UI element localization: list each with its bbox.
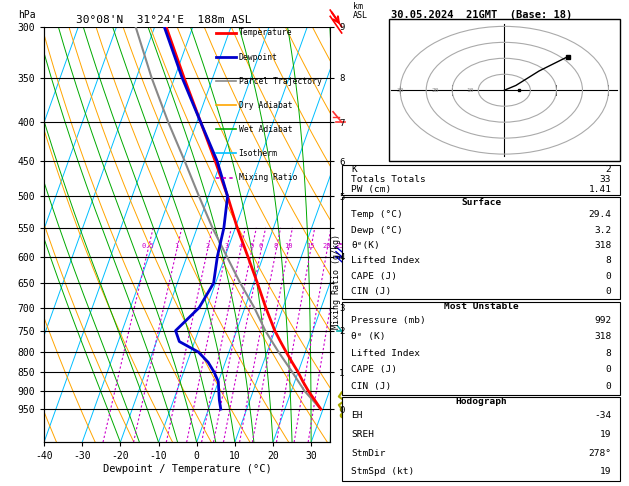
Text: 29.4: 29.4 xyxy=(588,210,611,219)
Text: 2: 2 xyxy=(205,243,209,249)
Text: 3.2: 3.2 xyxy=(594,226,611,235)
Text: km
ASL: km ASL xyxy=(353,2,368,20)
Text: Temperature: Temperature xyxy=(238,29,292,37)
Text: CAPE (J): CAPE (J) xyxy=(351,272,397,281)
Text: 2: 2 xyxy=(606,165,611,174)
Text: 15: 15 xyxy=(306,243,314,249)
Text: 19: 19 xyxy=(600,468,611,476)
Title: 30°08'N  31°24'E  188m ASL: 30°08'N 31°24'E 188m ASL xyxy=(77,15,252,25)
Text: 1.41: 1.41 xyxy=(588,185,611,194)
Text: 20: 20 xyxy=(432,88,439,93)
Text: StmSpd (kt): StmSpd (kt) xyxy=(351,468,415,476)
Text: SREH: SREH xyxy=(351,430,374,439)
Text: Pressure (mb): Pressure (mb) xyxy=(351,315,426,325)
Text: Lifted Index: Lifted Index xyxy=(351,348,420,358)
Text: 278°: 278° xyxy=(588,449,611,458)
Text: Lifted Index: Lifted Index xyxy=(351,256,420,265)
Text: Dewpoint: Dewpoint xyxy=(238,52,277,62)
Text: 992: 992 xyxy=(594,315,611,325)
Text: θᵉ(K): θᵉ(K) xyxy=(351,241,380,250)
Text: Surface: Surface xyxy=(461,198,501,207)
Text: Most Unstable: Most Unstable xyxy=(444,302,518,312)
Text: 5: 5 xyxy=(250,243,253,249)
Text: 25: 25 xyxy=(336,243,344,249)
Text: 0: 0 xyxy=(606,272,611,281)
Text: 20: 20 xyxy=(323,243,331,249)
Text: © weatheronline.co.uk: © weatheronline.co.uk xyxy=(429,474,533,484)
Text: 3: 3 xyxy=(225,243,228,249)
Text: 10: 10 xyxy=(284,243,292,249)
Text: K: K xyxy=(351,165,357,174)
Text: 318: 318 xyxy=(594,332,611,341)
Text: Mixing Ratio: Mixing Ratio xyxy=(238,173,297,182)
Text: Hodograph: Hodograph xyxy=(455,397,507,406)
Text: 19: 19 xyxy=(600,430,611,439)
Text: Wet Adiabat: Wet Adiabat xyxy=(238,125,292,134)
Text: -34: -34 xyxy=(594,412,611,420)
Text: Mixing Ratio (g/kg): Mixing Ratio (g/kg) xyxy=(332,234,341,330)
Text: 6: 6 xyxy=(259,243,263,249)
Text: 0.5: 0.5 xyxy=(142,243,154,249)
Text: CIN (J): CIN (J) xyxy=(351,287,391,296)
Text: CAPE (J): CAPE (J) xyxy=(351,365,397,374)
Text: Temp (°C): Temp (°C) xyxy=(351,210,403,219)
Text: 4: 4 xyxy=(238,243,243,249)
Text: 10: 10 xyxy=(466,88,474,93)
Text: 318: 318 xyxy=(594,241,611,250)
Text: 1: 1 xyxy=(174,243,179,249)
Text: 30.05.2024  21GMT  (Base: 18): 30.05.2024 21GMT (Base: 18) xyxy=(391,10,572,19)
Text: 30: 30 xyxy=(396,88,404,93)
Text: 0: 0 xyxy=(606,287,611,296)
Text: EH: EH xyxy=(351,412,362,420)
Text: kt: kt xyxy=(391,22,401,31)
Text: Dry Adiabat: Dry Adiabat xyxy=(238,101,292,110)
Text: 8: 8 xyxy=(606,348,611,358)
Text: 33: 33 xyxy=(600,175,611,184)
Text: CIN (J): CIN (J) xyxy=(351,382,391,391)
Text: 8: 8 xyxy=(274,243,278,249)
Text: Dewp (°C): Dewp (°C) xyxy=(351,226,403,235)
Text: Isotherm: Isotherm xyxy=(238,149,277,158)
X-axis label: Dewpoint / Temperature (°C): Dewpoint / Temperature (°C) xyxy=(103,464,272,474)
Text: 8: 8 xyxy=(606,256,611,265)
Text: θᵉ (K): θᵉ (K) xyxy=(351,332,386,341)
Text: StmDir: StmDir xyxy=(351,449,386,458)
Text: 0: 0 xyxy=(606,382,611,391)
Bar xyxy=(342,165,620,195)
Text: 0: 0 xyxy=(606,365,611,374)
Text: Totals Totals: Totals Totals xyxy=(351,175,426,184)
Text: PW (cm): PW (cm) xyxy=(351,185,391,194)
Text: hPa: hPa xyxy=(18,11,36,20)
Text: Parcel Trajectory: Parcel Trajectory xyxy=(238,77,321,86)
